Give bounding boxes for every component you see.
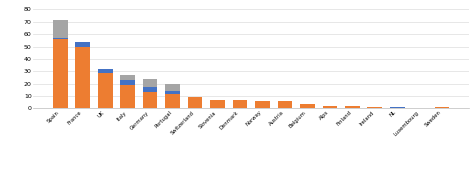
Bar <box>98 73 112 108</box>
Bar <box>53 39 68 108</box>
Bar <box>322 106 337 108</box>
Bar <box>435 107 449 108</box>
Bar <box>75 47 90 108</box>
Bar <box>345 106 360 108</box>
Bar <box>233 100 247 108</box>
Bar <box>120 75 135 80</box>
Bar <box>98 69 112 73</box>
Bar <box>53 38 68 39</box>
Bar <box>278 101 292 108</box>
Bar <box>75 42 90 47</box>
Bar <box>188 97 202 108</box>
Bar <box>300 104 315 108</box>
Bar <box>53 21 68 38</box>
Bar <box>390 107 404 108</box>
Bar <box>143 92 157 108</box>
Bar <box>255 101 270 108</box>
Bar <box>165 91 180 94</box>
Bar <box>367 107 382 108</box>
Bar <box>143 79 157 87</box>
Bar <box>143 87 157 92</box>
Bar <box>210 100 225 108</box>
Bar <box>165 94 180 108</box>
Bar <box>120 80 135 85</box>
Bar <box>165 84 180 91</box>
Bar <box>120 85 135 108</box>
